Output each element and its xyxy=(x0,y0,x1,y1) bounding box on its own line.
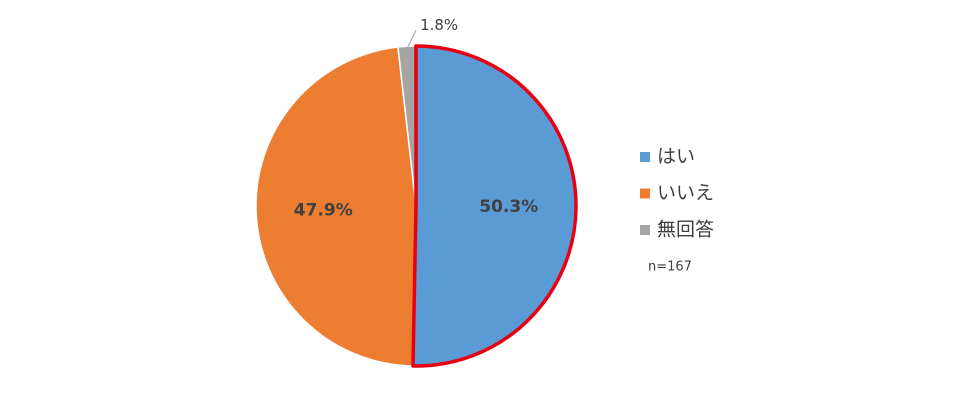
legend-label: はい xyxy=(657,146,695,168)
data-label: 1.8% xyxy=(420,16,458,34)
data-label: 50.3% xyxy=(479,197,538,217)
data-label: 47.9% xyxy=(294,200,353,220)
legend-swatch xyxy=(640,225,650,235)
leader-line xyxy=(406,30,417,49)
legend-swatch xyxy=(640,152,650,162)
legend-label: 無回答 xyxy=(657,219,714,241)
slice xyxy=(255,46,417,367)
pie: 50.3% 47.9% 1.8% xyxy=(255,16,578,368)
legend-label: いいえ xyxy=(657,182,714,204)
annotation: n=167 xyxy=(648,260,692,275)
legend-swatch xyxy=(640,188,650,199)
slice-outline xyxy=(411,44,578,368)
